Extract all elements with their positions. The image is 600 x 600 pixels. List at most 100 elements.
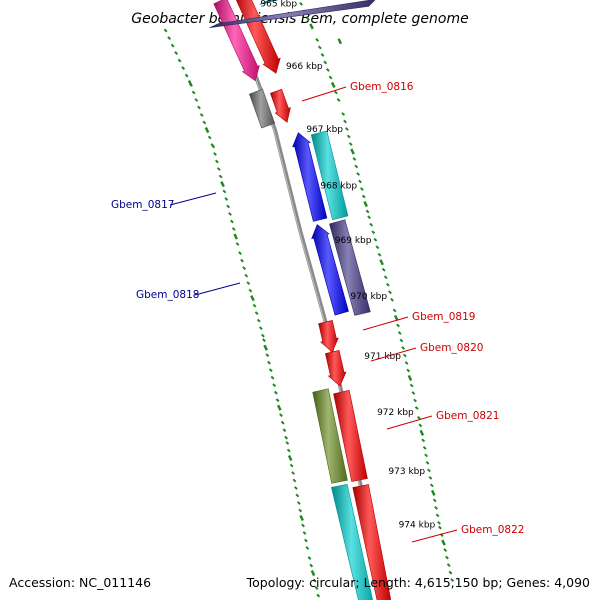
label-layer: 965 kbp 966 kbp 967 kbp 968 kbp 969 kbp 970 k… xyxy=(111,0,524,543)
tick-mark xyxy=(356,172,361,176)
gene-label-gbem-0817[interactable]: Gbem_0817 xyxy=(111,199,174,211)
tick-mark xyxy=(396,323,400,328)
tick-mark xyxy=(302,531,307,535)
tick-label: 966 kbp xyxy=(286,62,323,72)
tick-mark xyxy=(411,391,416,395)
tick-mark xyxy=(286,448,291,453)
tick-mark xyxy=(334,90,338,95)
tick-mark xyxy=(343,119,347,124)
tick-mark xyxy=(261,333,265,338)
tick-mark xyxy=(194,98,199,102)
tick-mark xyxy=(383,275,388,280)
tick-mark xyxy=(417,415,421,420)
tick-mark xyxy=(328,75,333,80)
tick-mark xyxy=(441,539,446,546)
tick-mark xyxy=(352,157,357,161)
tick-mark xyxy=(346,134,351,139)
tick-mark xyxy=(246,281,251,286)
tick-mark xyxy=(268,368,273,373)
tick-mark xyxy=(446,563,451,568)
tick-mark xyxy=(276,404,282,411)
gene-block-blue-1[interactable] xyxy=(292,132,328,222)
tick-label: 972 kbp xyxy=(377,408,414,418)
gene-block-blue-2[interactable] xyxy=(311,224,349,316)
tick-mark xyxy=(216,167,221,171)
tick-mark xyxy=(330,81,336,88)
map-title: Geobacter bemidjiensis Bem, complete gen… xyxy=(131,11,468,27)
tick-mark xyxy=(248,288,253,293)
tick-mark xyxy=(373,237,378,242)
tick-mark xyxy=(385,282,390,287)
tick-mark xyxy=(317,45,322,50)
accession-text: Accession: NC_011146 xyxy=(9,575,152,590)
tick-label: 968 kbp xyxy=(320,181,357,191)
gene-block-slate-top[interactable] xyxy=(209,0,376,28)
tick-mark xyxy=(430,489,436,496)
genome-stats-text: Topology: circular; Length: 4,615,150 bp… xyxy=(246,575,590,590)
tick-mark xyxy=(163,28,168,33)
tick-mark xyxy=(167,36,172,40)
gene-block-cyan-top[interactable] xyxy=(259,0,416,5)
tick-mark xyxy=(381,267,386,272)
tick-mark xyxy=(215,159,219,164)
tick-mark xyxy=(207,135,212,140)
tick-mark xyxy=(291,471,295,475)
tick-mark xyxy=(424,453,429,458)
tick-mark xyxy=(224,197,229,201)
tick-mark xyxy=(220,180,225,188)
gene-label-gbem-0822-leader xyxy=(411,529,458,543)
tick-mark xyxy=(294,486,298,490)
tick-mark xyxy=(443,548,448,553)
tick-mark xyxy=(432,498,437,503)
gene-block-red-5[interactable] xyxy=(333,389,368,482)
gene-block-pink[interactable] xyxy=(213,0,260,82)
gene-block-red-3[interactable] xyxy=(318,320,339,353)
gene-block-red-1[interactable] xyxy=(234,0,281,74)
tick-mark xyxy=(402,353,407,358)
tick-mark xyxy=(429,483,434,488)
tick-mark xyxy=(299,514,304,522)
tick-mark xyxy=(242,266,247,271)
tick-mark xyxy=(184,73,189,78)
tick-mark xyxy=(414,406,419,410)
gene-block-red-4[interactable] xyxy=(325,350,347,387)
tick-mark xyxy=(379,259,384,266)
tick-mark xyxy=(315,38,320,42)
tick-mark xyxy=(365,209,370,214)
tick-mark xyxy=(296,501,301,505)
gene-label-gbem-0819[interactable]: Gbem_0819 xyxy=(412,311,475,323)
tick-mark xyxy=(413,398,417,403)
tick-mark xyxy=(170,43,175,48)
tick-mark xyxy=(226,204,231,209)
gene-label-gbem-0818[interactable]: Gbem_0818 xyxy=(136,289,199,301)
tick-mark xyxy=(191,90,196,95)
gene-block-slate[interactable] xyxy=(329,219,371,316)
tick-mark xyxy=(316,593,321,598)
gene-label-gbem-0821[interactable]: Gbem_0821 xyxy=(436,410,499,422)
tick-mark xyxy=(272,383,277,388)
gene-block-red-2[interactable] xyxy=(270,88,291,123)
gene-label-gbem-0821-leader xyxy=(386,415,433,430)
gene-block-cyan-1[interactable] xyxy=(310,130,349,221)
tick-mark xyxy=(363,200,368,208)
gene-block-red-6[interactable] xyxy=(352,484,392,600)
gene-block-gray[interactable] xyxy=(249,88,276,129)
gene-label-gbem-0816[interactable]: Gbem_0816 xyxy=(350,81,414,93)
tick-mark xyxy=(304,538,308,543)
tick-mark xyxy=(238,251,242,256)
gene-block-cyan-2[interactable] xyxy=(331,484,375,600)
tick-mark xyxy=(419,429,425,436)
gene-block-olive[interactable] xyxy=(312,388,348,484)
tick-mark xyxy=(309,23,314,30)
gene-label-gbem-0822[interactable]: Gbem_0822 xyxy=(461,524,524,536)
tick-mark xyxy=(181,66,186,70)
tick-mark xyxy=(305,546,310,550)
tick-mark xyxy=(314,586,319,590)
tick-mark xyxy=(265,353,270,358)
tick-mark xyxy=(341,112,346,116)
tick-mark xyxy=(337,38,343,45)
gene-label-gbem-0820[interactable]: Gbem_0820 xyxy=(420,342,483,354)
tick-mark xyxy=(298,508,303,513)
tick-mark xyxy=(301,523,305,528)
gene-label-gbem-0820-leader xyxy=(370,347,417,362)
